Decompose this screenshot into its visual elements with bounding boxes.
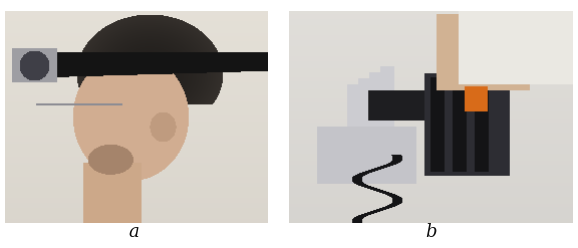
Text: a: a xyxy=(129,222,139,241)
Text: b: b xyxy=(425,222,436,241)
